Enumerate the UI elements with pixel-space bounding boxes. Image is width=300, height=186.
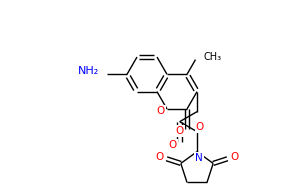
- Text: O: O: [196, 122, 204, 132]
- Text: NH₂: NH₂: [78, 66, 99, 76]
- Text: O: O: [230, 152, 238, 162]
- Text: O: O: [155, 152, 164, 162]
- Text: N: N: [195, 153, 203, 163]
- Text: CH₃: CH₃: [203, 52, 222, 62]
- Text: O: O: [169, 140, 177, 150]
- Text: O: O: [176, 126, 184, 136]
- Text: O: O: [157, 106, 165, 116]
